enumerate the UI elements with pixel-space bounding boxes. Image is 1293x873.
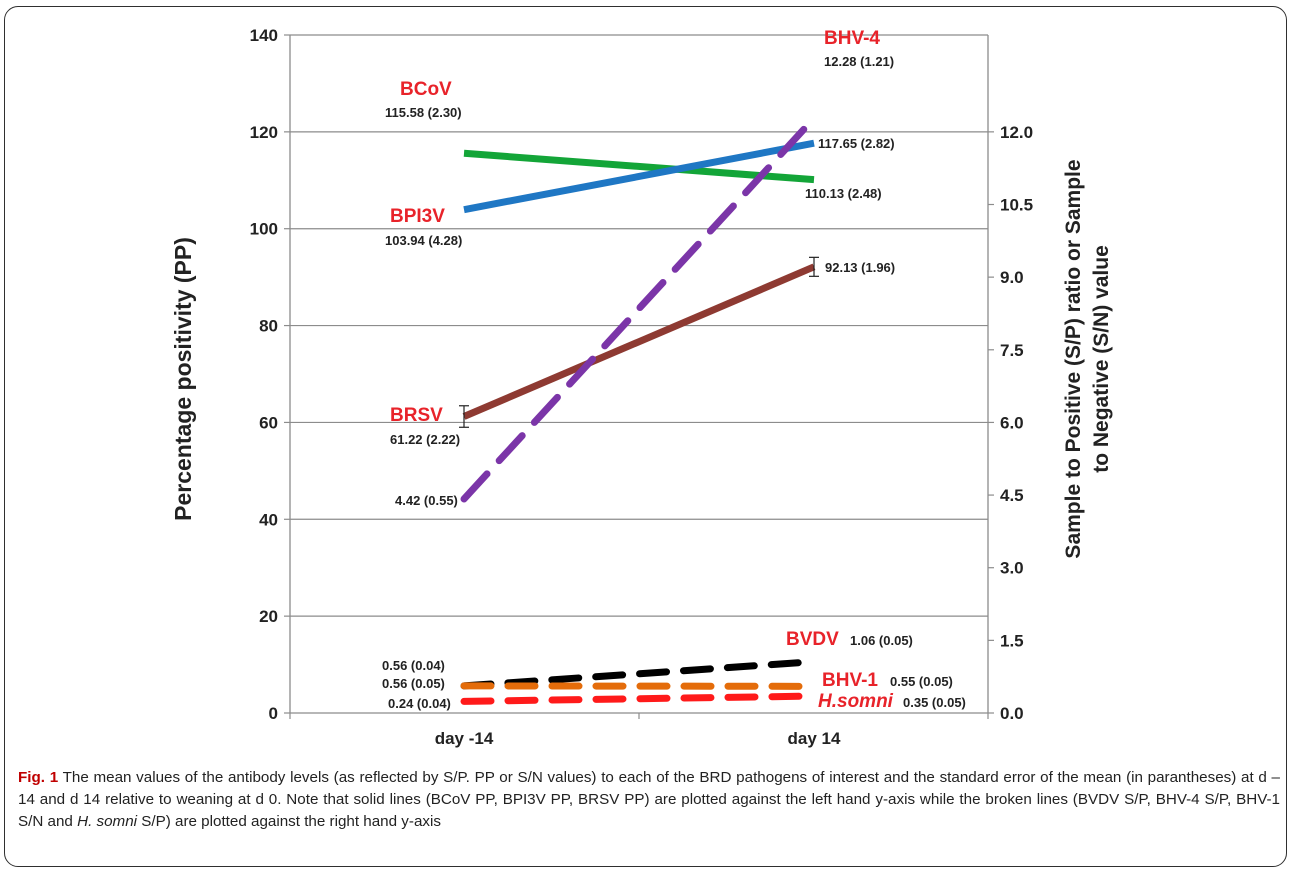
left-tick-label: 120 — [250, 123, 278, 142]
x-category-label: day 14 — [788, 729, 841, 748]
left-tick-label: 140 — [250, 26, 278, 45]
series-line-bcov — [463, 149, 815, 184]
data-label: 0.55 (0.05) — [890, 674, 953, 689]
right-axis-title-line1: Sample to Positive (S/P) ratio or Sample — [1062, 159, 1085, 558]
left-tick-label: 20 — [259, 607, 278, 626]
right-tick-label: 6.0 — [1000, 413, 1024, 432]
data-label: 1.06 (0.05) — [850, 633, 913, 648]
series-line-bhv-4 — [460, 114, 818, 503]
right-tick-label: 10.5 — [1000, 196, 1033, 215]
right-tick-label: 7.5 — [1000, 341, 1024, 360]
left-tick-label: 100 — [250, 220, 278, 239]
data-label: 0.56 (0.05) — [382, 676, 445, 691]
chart: 0 20 40 60 80 100 120 140 0.0 1.5 3.0 4.5 6.0 7.5 9.0 1… — [170, 26, 1113, 748]
left-tick-label: 0 — [269, 704, 278, 723]
right-tick-label: 3.0 — [1000, 559, 1024, 578]
series-name-bhv4: BHV-4 — [824, 28, 880, 49]
right-tick-label: 1.5 — [1000, 631, 1024, 650]
data-label: 115.58 (2.30) — [385, 105, 462, 120]
caption-text-1: The mean values of the antibody levels (… — [18, 769, 1280, 830]
data-label: 0.56 (0.04) — [382, 658, 445, 673]
data-label: 117.65 (2.82) — [818, 136, 895, 151]
data-label: 92.13 (1.96) — [825, 260, 895, 275]
left-axis-title: Percentage positivity (PP) — [170, 237, 196, 521]
data-label: 0.24 (0.04) — [388, 696, 451, 711]
series-name-bhv1: BHV-1 — [822, 670, 878, 691]
left-tick-label: 40 — [259, 510, 278, 529]
right-tick-label: 4.5 — [1000, 486, 1024, 505]
caption-text-2: S/P) are plotted against the right hand … — [137, 813, 441, 830]
left-tick-label: 80 — [259, 317, 278, 336]
series-name-bpi3v: BPI3V — [390, 206, 445, 227]
left-tick-label: 60 — [259, 413, 278, 432]
x-category-label: day -14 — [435, 729, 494, 748]
figure-caption: Fig. 1 The mean values of the antibody l… — [18, 767, 1280, 833]
right-axis-title-line2: to Negative (S/N) value — [1090, 245, 1113, 473]
figure-frame — [4, 6, 1287, 867]
right-tick-label: 9.0 — [1000, 268, 1024, 287]
data-label: 110.13 (2.48) — [805, 186, 882, 201]
right-tick-label: 0.0 — [1000, 704, 1024, 723]
series-name-brsv: BRSV — [390, 405, 443, 426]
series-name-hsomni: H.somni — [818, 691, 894, 712]
data-label: 103.94 (4.28) — [385, 233, 462, 248]
data-label: 4.42 (0.55) — [395, 493, 458, 508]
series-name-bcov: BCoV — [400, 79, 452, 100]
series-line-h-somni — [460, 692, 818, 705]
series-line-brsv — [462, 263, 816, 420]
right-tick-label: 12.0 — [1000, 123, 1033, 142]
data-label: 0.35 (0.05) — [903, 695, 966, 710]
series-line-bpi3v — [463, 139, 815, 214]
series-name-bvdv: BVDV — [786, 629, 839, 650]
data-label: 61.22 (2.22) — [390, 432, 460, 447]
caption-fig-label: Fig. 1 — [18, 769, 59, 786]
series-line-bvdv — [460, 658, 818, 690]
caption-italic-species: H. somni — [77, 813, 138, 830]
data-label: 12.28 (1.21) — [824, 54, 894, 69]
